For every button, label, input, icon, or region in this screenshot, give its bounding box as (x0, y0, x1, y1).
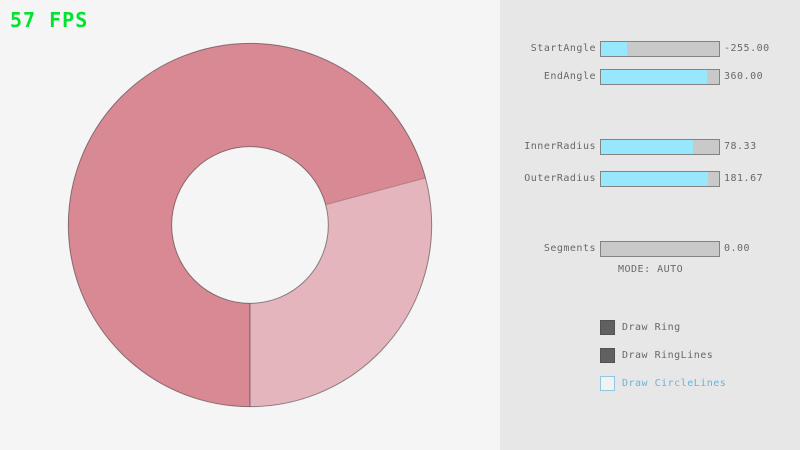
checkbox-draw-ring-box[interactable] (600, 320, 615, 335)
inner-radius-slider-fill (601, 140, 694, 154)
end-angle-value: 360.00 (724, 71, 764, 82)
start-angle-slider[interactable] (600, 41, 720, 57)
checkbox-draw-ringlines-label: Draw RingLines (622, 350, 714, 361)
ring-outer-outline (67, 42, 433, 408)
start-angle-slider-fill (601, 42, 627, 56)
segments-slider[interactable] (600, 241, 720, 257)
outer-radius-value: 181.67 (724, 173, 764, 184)
segments-label: Segments (543, 243, 596, 254)
end-angle-slider[interactable] (600, 69, 720, 85)
checkbox-draw-circlelines-box[interactable] (600, 376, 615, 391)
slider-row-inner-radius: InnerRadius 78.33 (500, 139, 800, 155)
control-panel: StartAngle -255.00 EndAngle 360.00 Inner… (500, 0, 800, 450)
render-view: 57 FPS (10, 8, 433, 408)
outer-radius-slider[interactable] (600, 171, 720, 187)
checkbox-draw-circlelines-label: Draw CircleLines (622, 378, 727, 389)
inner-radius-label: InnerRadius (524, 141, 596, 152)
slider-row-segments: Segments 0.00 (500, 241, 800, 257)
checkbox-draw-ring-label: Draw Ring (622, 322, 681, 333)
outer-radius-slider-fill (601, 172, 709, 186)
slider-row-end-angle: EndAngle 360.00 (500, 69, 800, 85)
checkbox-draw-ringlines-box[interactable] (600, 348, 615, 363)
slider-row-outer-radius: OuterRadius 181.67 (500, 171, 800, 187)
end-angle-slider-fill (601, 70, 708, 84)
inner-radius-value: 78.33 (724, 141, 757, 152)
ring-segment-dark (68, 43, 426, 407)
ring-inner-outline (171, 146, 329, 304)
outer-radius-label: OuterRadius (524, 173, 596, 184)
end-angle-label: EndAngle (543, 71, 596, 82)
slider-row-start-angle: StartAngle -255.00 (500, 41, 800, 57)
ring-segment-light (250, 177, 432, 407)
start-angle-value: -255.00 (724, 43, 770, 54)
segments-mode-text: MODE: AUTO (618, 264, 684, 275)
segments-value: 0.00 (724, 243, 751, 254)
ring-start-angle-line (325, 177, 426, 206)
fps-counter: 57 FPS (10, 8, 89, 32)
inner-radius-slider[interactable] (600, 139, 720, 155)
ring-chart (67, 42, 433, 408)
start-angle-label: StartAngle (530, 43, 596, 54)
